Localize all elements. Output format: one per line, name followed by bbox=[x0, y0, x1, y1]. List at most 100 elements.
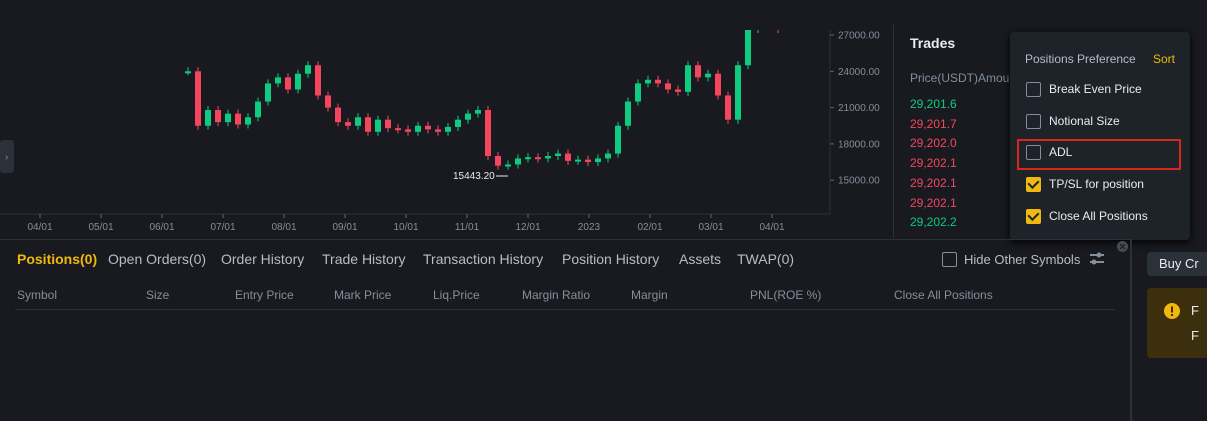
candle bbox=[195, 71, 201, 126]
candle bbox=[755, 25, 761, 29]
candle bbox=[425, 125, 431, 130]
divider bbox=[0, 239, 1130, 240]
tab[interactable]: Trade History bbox=[322, 251, 406, 267]
date-tick-label: 11/01 bbox=[455, 222, 480, 233]
option-checkbox[interactable] bbox=[1026, 208, 1041, 224]
trade-price: 29,202.1 bbox=[910, 175, 957, 190]
header-divider bbox=[15, 309, 1115, 310]
candle bbox=[615, 125, 621, 154]
candle bbox=[575, 159, 581, 162]
candle bbox=[695, 65, 701, 78]
settings-icon[interactable] bbox=[1088, 250, 1106, 268]
hide-other-label[interactable]: Hide Other Symbols bbox=[964, 252, 1081, 267]
candle bbox=[445, 126, 451, 132]
column-header: Margin bbox=[631, 288, 668, 302]
option-label[interactable]: ADL bbox=[1049, 145, 1073, 160]
dropdown-title: Positions Preference bbox=[1025, 52, 1136, 66]
candles bbox=[185, 23, 781, 170]
column-header: Liq.Price bbox=[433, 288, 480, 302]
option-checkbox[interactable] bbox=[1026, 177, 1041, 193]
candle bbox=[645, 79, 651, 84]
price-tick-label: 21000.00 bbox=[838, 103, 880, 114]
column-header: Symbol bbox=[17, 288, 58, 302]
candle bbox=[505, 164, 511, 167]
panel-divider bbox=[1130, 239, 1132, 421]
hide-other-checkbox[interactable] bbox=[942, 252, 957, 267]
highlight-box bbox=[1017, 139, 1181, 171]
candle bbox=[655, 79, 661, 84]
tab[interactable]: Open Orders(0) bbox=[108, 251, 207, 267]
price-tick-label: 27000.00 bbox=[838, 31, 880, 42]
option-checkbox[interactable] bbox=[1026, 82, 1041, 97]
candle bbox=[375, 119, 381, 132]
candle bbox=[775, 23, 781, 29]
date-tick-label: 08/01 bbox=[271, 222, 296, 233]
warning-box: F F bbox=[1147, 288, 1207, 358]
candle bbox=[285, 77, 291, 90]
price-chart: 15443.20 › 27000.00 24000.00 21000.00 18000… bbox=[0, 23, 880, 233]
date-tick-label: 07/01 bbox=[210, 222, 235, 233]
column-header: PNL(ROE %) bbox=[750, 288, 822, 302]
candle bbox=[765, 23, 771, 25]
candle bbox=[415, 125, 421, 132]
option-label[interactable]: Break Even Price bbox=[1049, 82, 1142, 96]
candle bbox=[345, 122, 351, 126]
price-tick-label: 18000.00 bbox=[838, 139, 880, 150]
trade-price: 29,201.7 bbox=[910, 116, 957, 131]
candle bbox=[735, 65, 741, 120]
price-tick-label: 24000.00 bbox=[838, 67, 880, 78]
option-label[interactable]: Close All Positions bbox=[1049, 208, 1148, 223]
side-handle[interactable] bbox=[0, 140, 14, 173]
side-handle-icon: › bbox=[5, 152, 8, 163]
candle bbox=[485, 110, 491, 156]
date-tick-label: 09/01 bbox=[332, 222, 357, 233]
tab[interactable]: Position History bbox=[562, 251, 660, 267]
candle bbox=[715, 73, 721, 96]
trade-price: 29,201.6 bbox=[910, 97, 957, 111]
candle bbox=[585, 159, 591, 163]
candle bbox=[565, 153, 571, 161]
candle bbox=[255, 101, 261, 118]
candle bbox=[265, 83, 271, 102]
date-tick-label: 2023 bbox=[578, 222, 601, 233]
trade-price: 29,202.0 bbox=[910, 136, 957, 151]
candle bbox=[185, 71, 191, 74]
option-checkbox[interactable] bbox=[1026, 145, 1041, 161]
candle bbox=[215, 110, 221, 123]
date-tick-label: 10/01 bbox=[393, 222, 418, 233]
candle bbox=[725, 95, 731, 120]
tab[interactable]: Order History bbox=[221, 251, 305, 267]
candle bbox=[515, 158, 521, 165]
close-icon[interactable] bbox=[1116, 240, 1129, 253]
sort-link[interactable]: Sort bbox=[1153, 52, 1176, 66]
candle bbox=[465, 113, 471, 120]
option-label[interactable]: TP/SL for position bbox=[1049, 177, 1144, 192]
tab[interactable]: Positions(0) bbox=[17, 251, 98, 267]
candle bbox=[295, 73, 301, 90]
tab[interactable]: TWAP(0) bbox=[737, 251, 795, 267]
date-tick-label: 02/01 bbox=[637, 222, 662, 233]
candle bbox=[435, 129, 441, 132]
date-tick-label: 06/01 bbox=[149, 222, 174, 233]
warning-text: F bbox=[1191, 328, 1199, 343]
candle bbox=[475, 110, 481, 114]
trades-title: Trades bbox=[910, 35, 956, 51]
candle bbox=[595, 158, 601, 163]
candle bbox=[545, 156, 551, 159]
trades-col: Amou bbox=[978, 71, 1010, 85]
candle bbox=[675, 89, 681, 92]
column-header: Entry Price bbox=[235, 288, 294, 302]
candle bbox=[325, 95, 331, 108]
candle bbox=[335, 107, 341, 123]
tab[interactable]: Assets bbox=[679, 251, 722, 267]
trades-panel: Trades Price(USDT) Amou 29,201.6 29,201.7… bbox=[893, 25, 1011, 238]
tab[interactable]: Transaction History bbox=[423, 251, 544, 267]
buy-button[interactable]: Buy Cr bbox=[1147, 252, 1207, 276]
candle bbox=[205, 110, 211, 126]
candle bbox=[605, 153, 611, 159]
column-header: Mark Price bbox=[334, 288, 392, 302]
candle bbox=[395, 128, 401, 131]
option-label[interactable]: Notional Size bbox=[1049, 113, 1120, 128]
option-checkbox[interactable] bbox=[1026, 113, 1041, 129]
